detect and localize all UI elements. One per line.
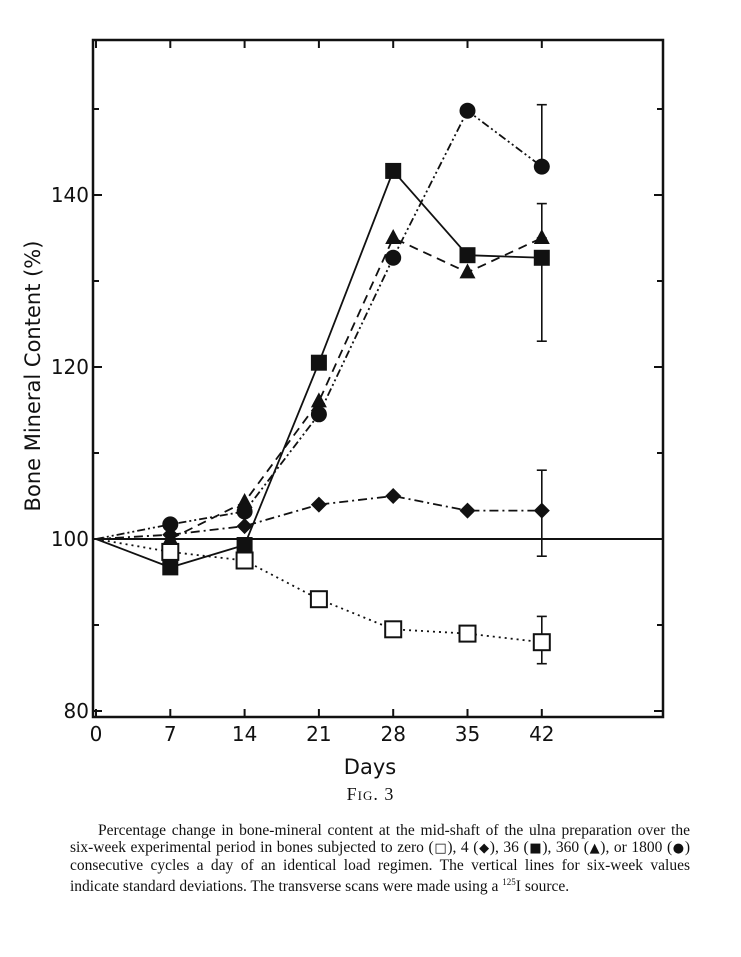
caption-text-2: ), 4 ( bbox=[447, 839, 479, 856]
x-tick-label: 0 bbox=[90, 722, 103, 746]
diamond-marker bbox=[310, 496, 327, 513]
filled-square-marker bbox=[533, 249, 550, 266]
diamond-icon: ◆ bbox=[478, 841, 490, 856]
x-tick-label: 35 bbox=[455, 722, 480, 746]
filled-circle-marker bbox=[310, 406, 327, 423]
figure-caption: Percentage change in bone-mineral conten… bbox=[70, 822, 690, 895]
triangle-marker bbox=[533, 229, 550, 244]
y-axis-label: Bone Mineral Content (%) bbox=[21, 241, 45, 512]
x-axis-label: Days bbox=[344, 755, 396, 779]
series-layer bbox=[95, 102, 551, 665]
tick-layer: 0 7 14 21 28 35 42 80 100 120 140 bbox=[51, 40, 663, 746]
filled-square-marker bbox=[162, 559, 179, 576]
x-tick-label: 21 bbox=[306, 722, 331, 746]
triangle-marker bbox=[310, 392, 327, 408]
triangle-marker bbox=[385, 229, 402, 244]
series-36 bbox=[95, 162, 550, 576]
series-1800 bbox=[95, 102, 550, 540]
bone-mineral-chart: 0 7 14 21 28 35 42 80 100 120 140 Days Bone Minera… bbox=[21, 38, 665, 779]
diamond-marker bbox=[533, 502, 550, 519]
filled-square-marker bbox=[236, 537, 253, 554]
isotope-symbol: I bbox=[515, 878, 521, 896]
y-tick-label: 80 bbox=[64, 699, 89, 723]
figure-label: Fig. 3 bbox=[346, 784, 395, 804]
diamond-marker bbox=[385, 488, 402, 504]
open-square-icon: □ bbox=[433, 841, 448, 856]
y-tick-label: 140 bbox=[51, 183, 89, 207]
triangle-marker bbox=[236, 493, 253, 509]
caption-text-4: ), 360 ( bbox=[542, 839, 589, 856]
caption-text-7: source. bbox=[520, 878, 570, 896]
diamond-marker bbox=[236, 518, 253, 535]
y-tick-label: 120 bbox=[51, 355, 89, 379]
diamond-marker bbox=[459, 502, 476, 519]
open-square-marker bbox=[384, 620, 403, 639]
series-zero bbox=[95, 538, 551, 665]
x-tick-label: 42 bbox=[529, 722, 554, 746]
open-square-marker bbox=[235, 551, 254, 570]
filled-square-icon: ■ bbox=[528, 841, 543, 856]
open-square-marker bbox=[458, 624, 477, 643]
open-square-marker bbox=[161, 542, 180, 561]
series-line-360 bbox=[96, 236, 543, 540]
open-square-marker bbox=[309, 590, 328, 609]
triangle-marker bbox=[162, 530, 179, 545]
triangle-marker bbox=[459, 263, 476, 279]
caption-text-5: ), or 1800 ( bbox=[600, 839, 673, 856]
series-360 bbox=[96, 202, 550, 545]
x-tick-label: 14 bbox=[232, 722, 257, 746]
isotope-mass-number: 125 bbox=[502, 877, 516, 887]
filled-circle-marker bbox=[236, 503, 253, 520]
filled-square-marker bbox=[459, 247, 476, 264]
series-4 bbox=[95, 469, 550, 558]
caption-text-3: ), 36 ( bbox=[489, 839, 529, 856]
series-line-1800 bbox=[95, 109, 543, 540]
filled-square-marker bbox=[310, 354, 327, 371]
triangle-icon: ▲ bbox=[588, 841, 601, 856]
caption-text-6: ) consecutive cycles a day of an identic… bbox=[70, 839, 691, 896]
filled-circle-marker bbox=[533, 158, 550, 175]
filled-circle-marker bbox=[162, 516, 179, 533]
y-tick-label: 100 bbox=[51, 527, 89, 551]
x-tick-label: 7 bbox=[164, 722, 177, 746]
filled-circle-marker bbox=[385, 249, 402, 266]
x-tick-label: 28 bbox=[380, 722, 405, 746]
plot-border bbox=[91, 38, 665, 719]
filled-square-marker bbox=[385, 162, 402, 179]
open-square-marker bbox=[532, 633, 551, 652]
plot-frame bbox=[91, 38, 665, 719]
filled-circle-icon: ● bbox=[672, 841, 685, 856]
caption-text-1: Percentage change in bone-mineral conten… bbox=[70, 822, 690, 856]
filled-circle-marker bbox=[459, 102, 476, 119]
